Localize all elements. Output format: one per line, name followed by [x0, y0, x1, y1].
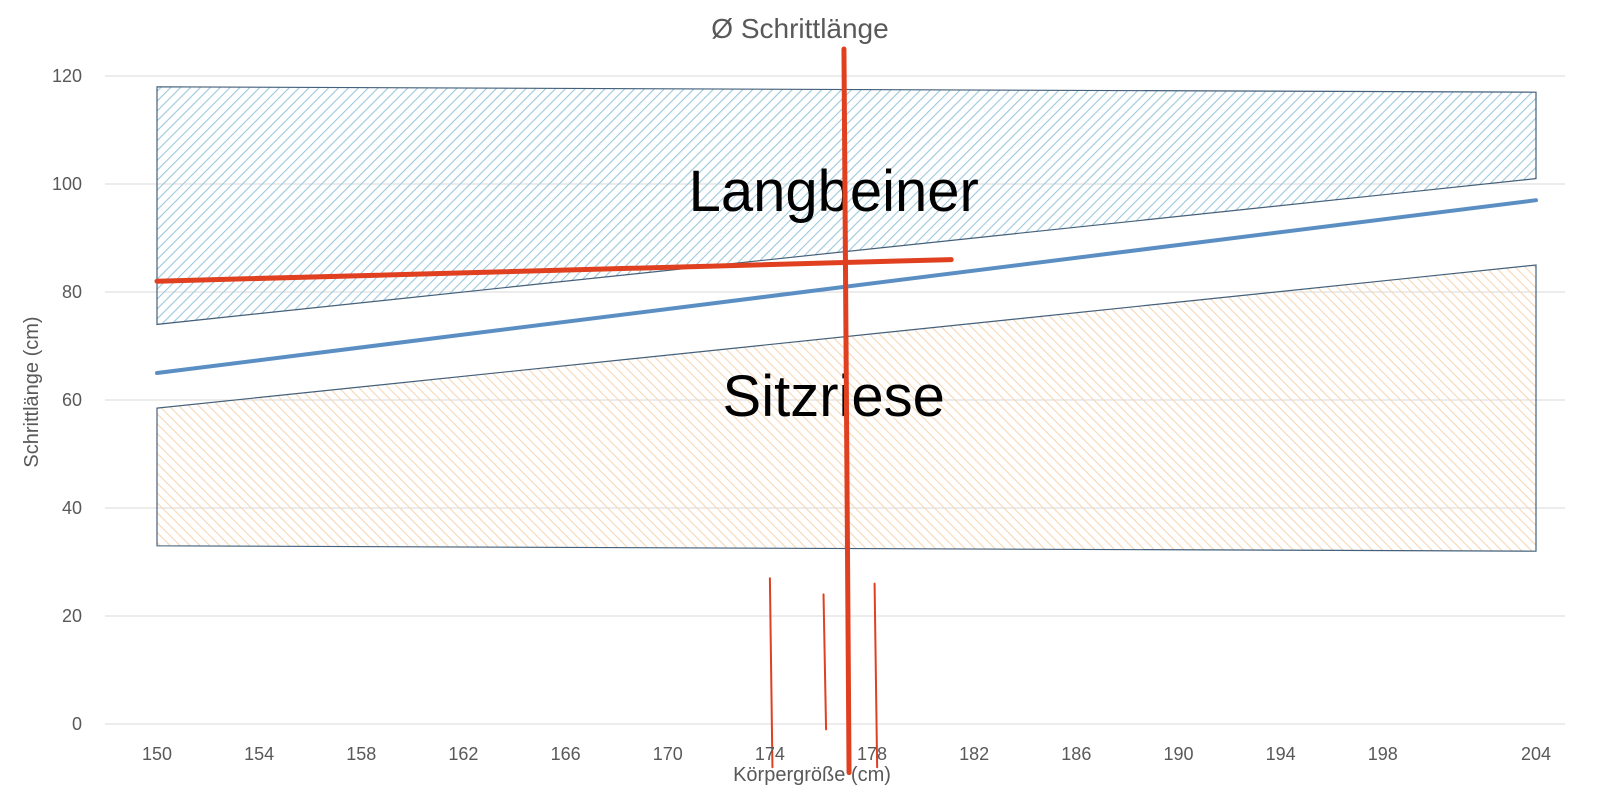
x-axis-title: Körpergröße (cm): [733, 764, 891, 786]
x-tick-label: 190: [1163, 744, 1193, 764]
annotation-line-4: [873, 582, 879, 769]
y-tick-label: 40: [62, 498, 82, 518]
x-tick-label: 194: [1266, 744, 1296, 764]
region-label: Sitzriese: [723, 364, 945, 429]
y-tick-label: 20: [62, 606, 82, 626]
annotation-line-0: [154, 257, 954, 284]
y-axis-ticks: 0 20 40 60 80 100 120: [52, 66, 82, 734]
annotation-line-2: [768, 577, 774, 769]
y-tick-label: 60: [62, 390, 82, 410]
x-tick-label: 174: [755, 744, 785, 764]
y-tick-label: 0: [72, 714, 82, 734]
y-tick-label: 100: [52, 174, 82, 194]
y-axis-title: Schrittlänge (cm): [21, 316, 43, 467]
annotations: [154, 46, 954, 776]
x-tick-label: 158: [346, 744, 376, 764]
x-tick-label: 198: [1368, 744, 1398, 764]
annotation-line-1: [841, 46, 852, 776]
annotation-line-3: [822, 593, 828, 731]
y-tick-label: 80: [62, 282, 82, 302]
zone-labels: Langbeiner Sitzriese: [689, 159, 979, 429]
x-tick-label: 162: [448, 744, 478, 764]
x-tick-label: 204: [1521, 744, 1551, 764]
region-label: Langbeiner: [689, 159, 979, 224]
x-tick-label: 182: [959, 744, 989, 764]
y-tick-label: 120: [52, 66, 82, 86]
x-tick-label: 150: [142, 744, 172, 764]
x-tick-label: 170: [653, 744, 683, 764]
chart-title: Ø Schrittlänge: [711, 13, 888, 44]
x-tick-label: 166: [551, 744, 581, 764]
x-tick-label: 178: [857, 744, 887, 764]
x-axis-ticks: 150 154 158 162 166 170 174 178 182 186 190 194 198 2…: [142, 744, 1551, 764]
x-tick-label: 154: [244, 744, 274, 764]
x-tick-label: 186: [1061, 744, 1091, 764]
